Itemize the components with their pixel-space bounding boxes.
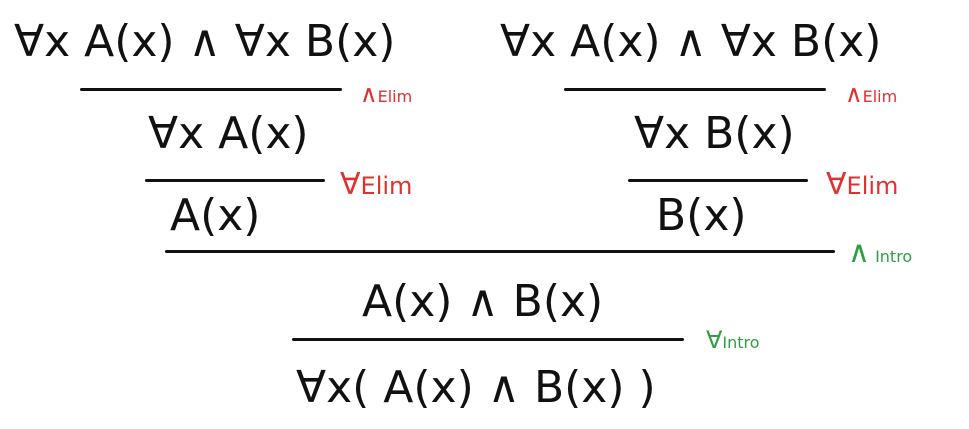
conclusion: ∀x( A(x) ∧ B(x) ) [296,362,656,413]
forall-symbol-icon: ∀ [826,167,847,202]
rule-label-and-elim-right: ∧Elim [845,82,897,106]
rule-label-forall-intro: ∀Intro [706,328,760,352]
rule-line-and-elim-right [564,88,826,91]
rule-label-and-intro: ∧ Intro [848,238,912,268]
rule-name: Elim [360,172,413,200]
rule-line-and-elim-left [80,88,342,91]
forall-symbol-icon: ∀ [340,167,361,202]
premise-right: ∀x A(x) ∧ ∀x B(x) [500,16,882,67]
rule-line-forall-elim-left [145,179,325,182]
step-b: B(x) [656,190,747,241]
step-conjunction: A(x) ∧ B(x) [362,276,604,327]
rule-name: Elim [846,172,899,200]
step-a: A(x) [170,190,261,241]
rule-label-forall-elim-right: ∀Elim [826,170,898,200]
and-symbol-icon: ∧ [845,80,863,108]
step-forall-a: ∀x A(x) [148,108,309,159]
rule-line-and-intro [165,250,835,253]
rule-name: Elim [377,87,413,106]
rule-label-forall-elim-left: ∀Elim [340,170,412,200]
and-symbol-icon: ∧ [848,235,870,270]
rule-name: Intro [722,333,760,352]
rule-line-forall-elim-right [628,179,808,182]
premise-left: ∀x A(x) ∧ ∀x B(x) [14,16,396,67]
rule-label-and-elim-left: ∧Elim [360,82,412,106]
rule-name: Elim [862,87,898,106]
step-forall-b: ∀x B(x) [634,108,795,159]
rule-line-forall-intro [292,338,684,341]
rule-name: Intro [875,247,913,266]
and-symbol-icon: ∧ [360,80,378,108]
forall-symbol-icon: ∀ [706,326,723,354]
